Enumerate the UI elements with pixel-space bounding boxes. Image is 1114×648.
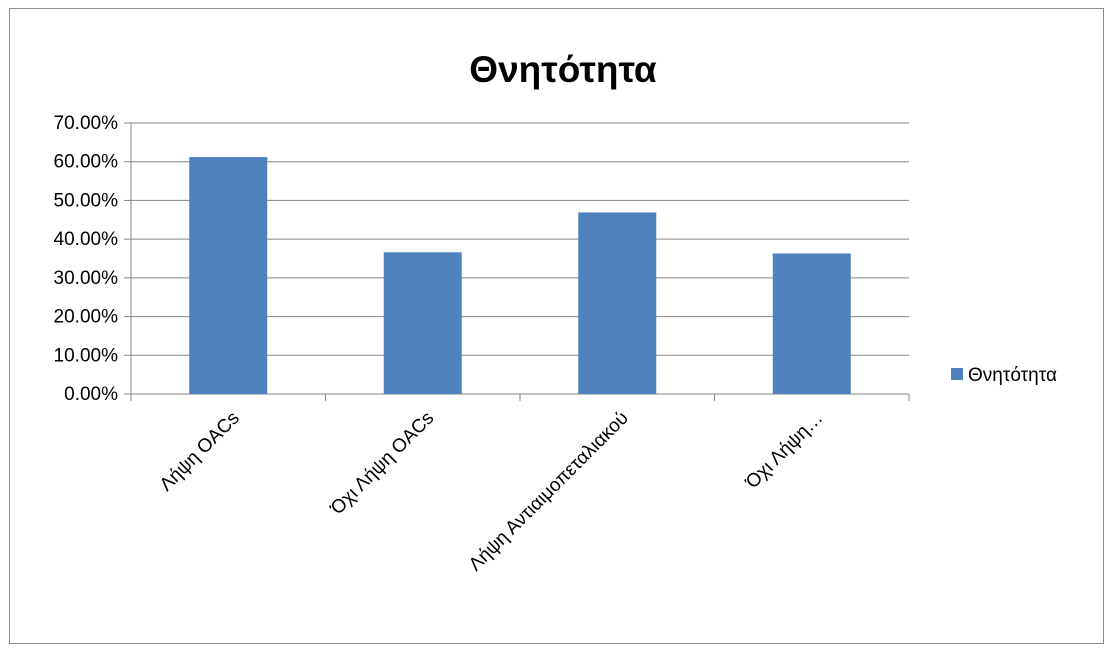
x-category-label: Όχι Λήψη… [741,408,827,494]
y-tick-label: 50.00% [54,190,119,211]
chart-area: Θνητότητα 0.00% 10.00% 20.00% 30.00% 40.00% 5… [9,8,1104,644]
x-category-label: Λήψη Αντιαιμοπεταλιακού [465,408,633,576]
bar [772,253,851,394]
bars [189,157,851,394]
x-category-label: Λήψη OACs [156,408,244,496]
legend-swatch [951,368,963,380]
chart-canvas: Θνητότητα 0.00% 10.00% 20.00% 30.00% 40.00% 5… [54,49,1057,576]
y-tick-label: 0.00% [64,384,118,405]
y-tick-label: 20.00% [54,307,119,328]
y-tick-label: 60.00% [54,152,119,173]
x-category-label: Όχι Λήψη OACs [326,408,438,520]
y-tick-label: 40.00% [54,229,119,250]
legend-label: Θνητότητα [968,365,1057,386]
y-tick-label: 10.00% [54,345,119,366]
bar [189,157,268,394]
bar [383,252,462,394]
y-tick-label: 30.00% [54,268,119,289]
legend: Θνητότητα [951,365,1057,386]
bar [578,212,657,394]
y-tick-label: 70.00% [54,113,119,134]
chart-title: Θνητότητα [469,49,657,90]
